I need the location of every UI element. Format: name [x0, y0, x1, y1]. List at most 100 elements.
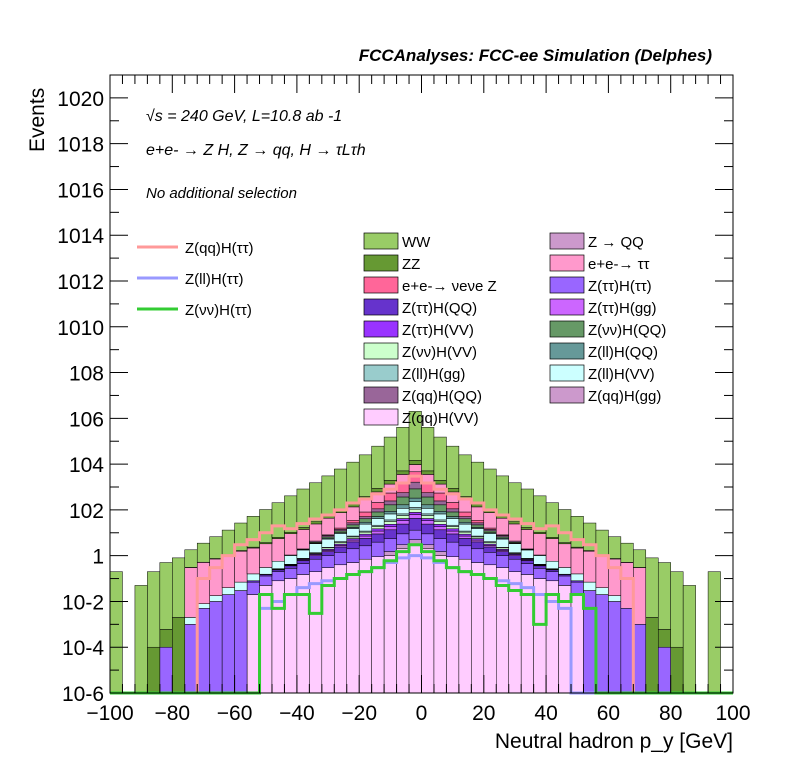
bar	[334, 546, 347, 553]
bar	[682, 585, 696, 694]
x-tick-label: 100	[715, 702, 750, 725]
bar	[408, 508, 422, 513]
y-tick-label: 10-4	[62, 637, 104, 660]
series-8	[184, 501, 622, 625]
bar	[271, 538, 285, 562]
bar	[433, 492, 447, 502]
bar	[608, 536, 622, 559]
bar	[396, 474, 410, 483]
legend-swatch	[363, 276, 399, 294]
bar	[396, 548, 410, 694]
bar	[595, 594, 609, 694]
legend-label: ZZ	[402, 256, 420, 273]
bar	[358, 523, 372, 532]
bar	[296, 529, 310, 550]
legend: Z(qq)H(ττ) Z(ll)H(ττ) Z(νν)H(ττ) WW Z → QQ ZZ…	[137, 232, 666, 427]
bar	[371, 502, 385, 510]
bar	[396, 496, 410, 506]
bar	[583, 550, 597, 583]
bar	[246, 573, 260, 582]
legend-label: Z(ll)H(gg)	[402, 366, 465, 383]
bar	[570, 547, 584, 575]
y-tick-label: 1012	[57, 271, 104, 294]
legend-swatch	[549, 298, 585, 316]
bar	[383, 551, 397, 556]
bar	[533, 565, 547, 569]
bar	[620, 608, 634, 694]
bar	[408, 464, 422, 473]
legend-label: Z(ττ)H(ττ)	[588, 278, 652, 295]
bar	[383, 492, 397, 502]
bar	[433, 436, 447, 481]
bar	[358, 533, 372, 537]
bar	[620, 542, 634, 563]
legend-swatch	[363, 408, 399, 426]
bar	[172, 557, 186, 618]
bar	[396, 544, 410, 550]
bar	[471, 562, 485, 694]
bar	[421, 504, 435, 509]
bar	[471, 520, 485, 524]
y-tick-label: 10-6	[62, 683, 104, 706]
bar	[421, 492, 435, 498]
bar	[383, 529, 397, 539]
legend-label: Z(qq)H(gg)	[588, 388, 661, 405]
bar	[221, 529, 235, 555]
bar	[446, 526, 460, 530]
x-tick-label: −20	[341, 702, 377, 725]
bar	[383, 436, 397, 481]
bar	[296, 488, 310, 528]
bar	[358, 531, 372, 535]
bar	[408, 518, 422, 531]
legend-swatch	[549, 276, 585, 294]
bar	[309, 521, 323, 525]
bar	[371, 533, 385, 543]
bar	[496, 551, 509, 556]
bar	[433, 529, 447, 539]
legend-label: WW	[402, 234, 431, 251]
bar	[408, 529, 422, 540]
bar	[458, 516, 472, 520]
bar	[496, 538, 509, 548]
bar	[383, 521, 397, 525]
bar	[433, 500, 447, 506]
bar	[545, 571, 559, 582]
legend-swatch	[363, 232, 399, 250]
bar	[421, 427, 435, 472]
bar	[259, 567, 273, 575]
bar	[471, 524, 485, 528]
bar	[246, 581, 260, 595]
bar	[633, 567, 647, 625]
bar	[371, 530, 385, 535]
series-16	[109, 411, 721, 694]
bar	[371, 556, 385, 694]
bar	[570, 581, 584, 595]
bar	[109, 571, 123, 694]
x-tick-label: 80	[659, 702, 682, 725]
bar	[408, 460, 422, 465]
bar	[458, 533, 472, 537]
bar	[433, 480, 447, 485]
bar	[446, 511, 460, 517]
bar	[396, 492, 410, 498]
bar	[508, 543, 522, 553]
bar	[334, 542, 347, 545]
bar	[383, 513, 397, 521]
legend-label: Z(ττ)H(VV)	[402, 322, 474, 339]
bar	[421, 474, 435, 483]
bar	[458, 518, 472, 523]
bar	[334, 512, 347, 529]
bar	[346, 524, 360, 528]
bar	[595, 555, 609, 588]
bar	[309, 543, 323, 553]
bar	[383, 555, 397, 694]
overlay-line-2	[110, 543, 733, 695]
bar	[458, 523, 472, 532]
bar	[533, 533, 547, 556]
bar	[159, 562, 173, 630]
legend-label: Z(qq)H(ττ)	[185, 240, 254, 257]
bar	[483, 564, 497, 694]
bar	[458, 521, 472, 525]
bar	[458, 531, 472, 535]
